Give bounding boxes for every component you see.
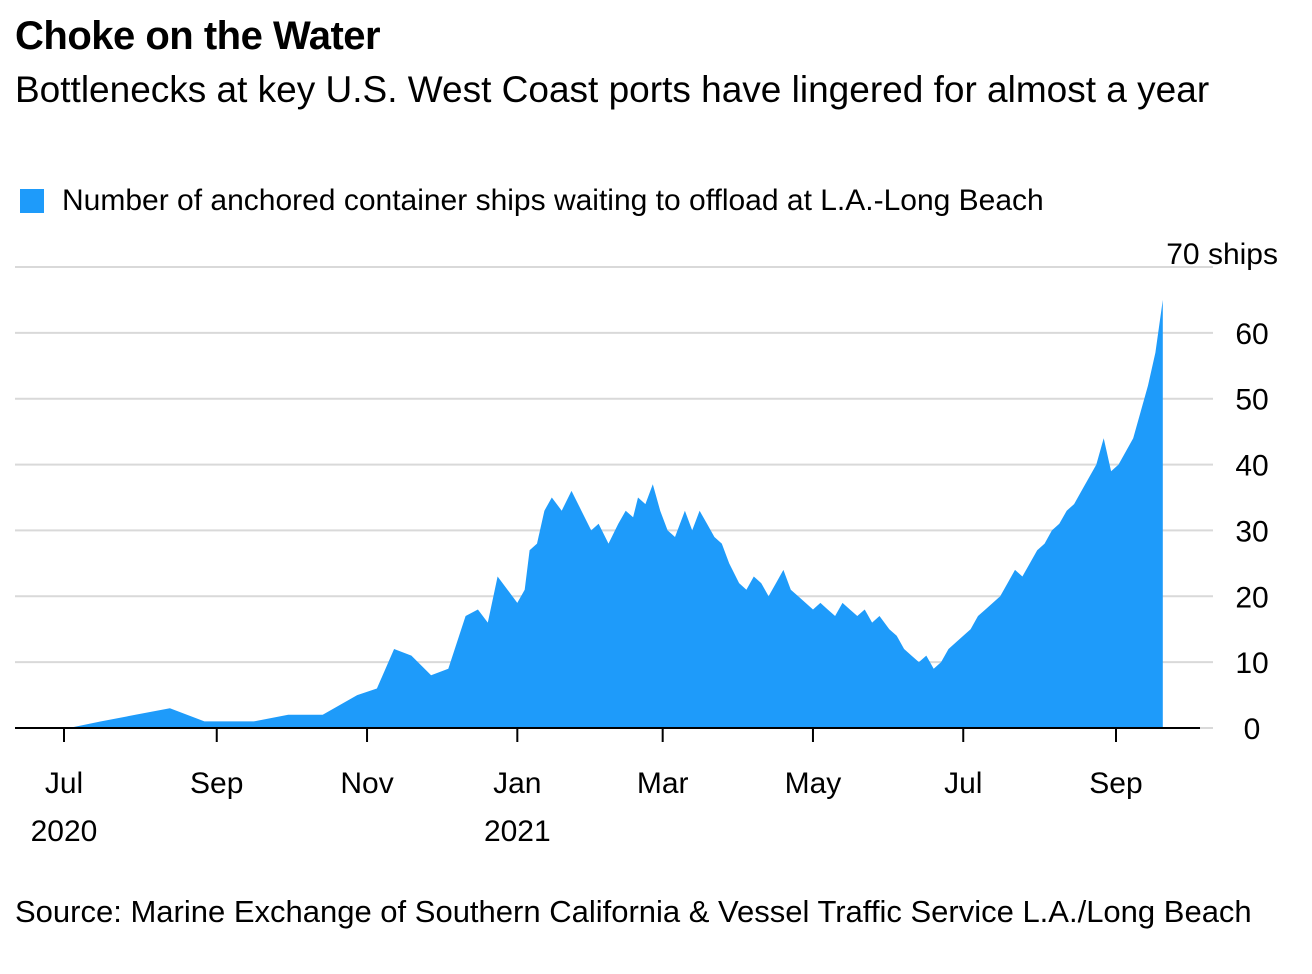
x-tick-year-label: 2020 xyxy=(31,815,98,848)
area-chart: 0 10 20 30 40 50 60 70 ships Jul 2020 Sep Nov Jan 20… xyxy=(0,0,1312,974)
x-axis xyxy=(15,728,1200,742)
source-note: Source: Marine Exchange of Southern Cali… xyxy=(15,894,1285,930)
x-axis-labels: Jul 2020 Sep Nov Jan 2021 Mar May Jul Sep xyxy=(31,767,1143,848)
x-tick-label: Mar xyxy=(637,767,689,800)
series-area xyxy=(69,300,1163,728)
x-tick-label: Sep xyxy=(1089,767,1142,800)
x-tick-label: Jul xyxy=(45,767,83,800)
y-tick-label: 0 xyxy=(1244,713,1261,746)
y-tick-label: 70 ships xyxy=(1166,238,1278,271)
x-tick-label: Nov xyxy=(340,767,393,800)
y-tick-label: 50 xyxy=(1235,384,1268,417)
y-tick-label: 60 xyxy=(1235,318,1268,351)
y-tick-label: 10 xyxy=(1235,647,1268,680)
y-axis-labels: 0 10 20 30 40 50 60 70 ships xyxy=(1166,238,1278,746)
x-tick-label: Sep xyxy=(190,767,243,800)
y-tick-label: 40 xyxy=(1235,450,1268,483)
series-area-path xyxy=(69,300,1163,728)
y-tick-label: 20 xyxy=(1235,581,1268,614)
y-tick-label: 30 xyxy=(1235,515,1268,548)
x-tick-label: Jan xyxy=(493,767,541,800)
x-tick-year-label: 2021 xyxy=(484,815,551,848)
x-tick-label: Jul xyxy=(944,767,982,800)
x-tick-label: May xyxy=(785,767,842,800)
